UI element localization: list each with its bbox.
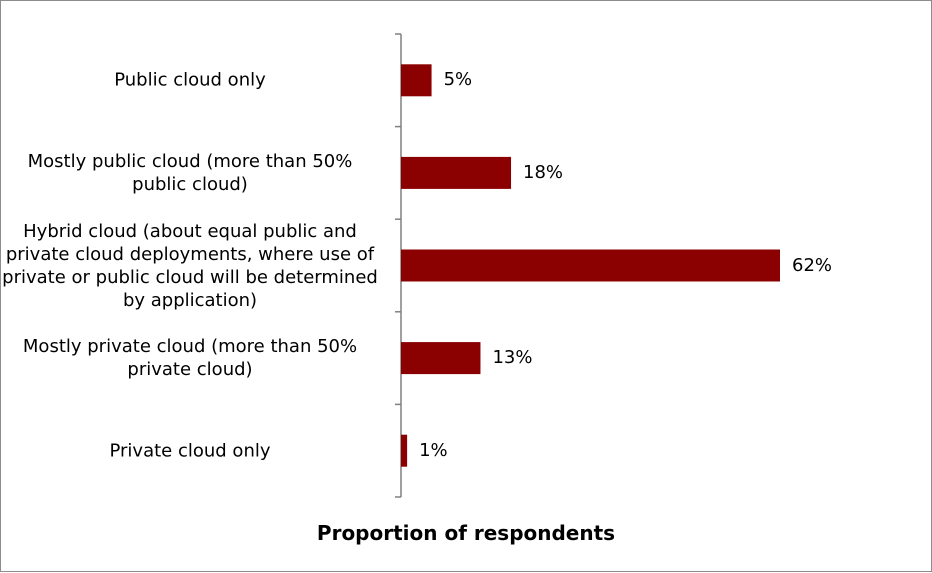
x-axis-title: Proportion of respondents (316, 521, 616, 545)
category-label: Public cloud only (114, 69, 266, 91)
category-label: Hybrid cloud (about equal public and pri… (2, 220, 378, 311)
category-label: Private cloud only (109, 440, 271, 462)
data-label: 13% (492, 347, 533, 369)
bar (401, 156, 512, 189)
category-label: Mostly public cloud (more than 50% publi… (27, 150, 353, 195)
category-label: Mostly private cloud (more than 50% priv… (22, 336, 358, 381)
bar (401, 64, 432, 97)
bar (401, 342, 481, 375)
data-label: 5% (443, 69, 473, 91)
bars-group (401, 64, 780, 467)
y-axis-ticks (395, 33, 401, 498)
data-label: 18% (523, 161, 564, 183)
data-label: 62% (792, 254, 833, 276)
bar (401, 249, 780, 282)
bar (401, 434, 408, 467)
data-label: 1% (419, 439, 448, 461)
